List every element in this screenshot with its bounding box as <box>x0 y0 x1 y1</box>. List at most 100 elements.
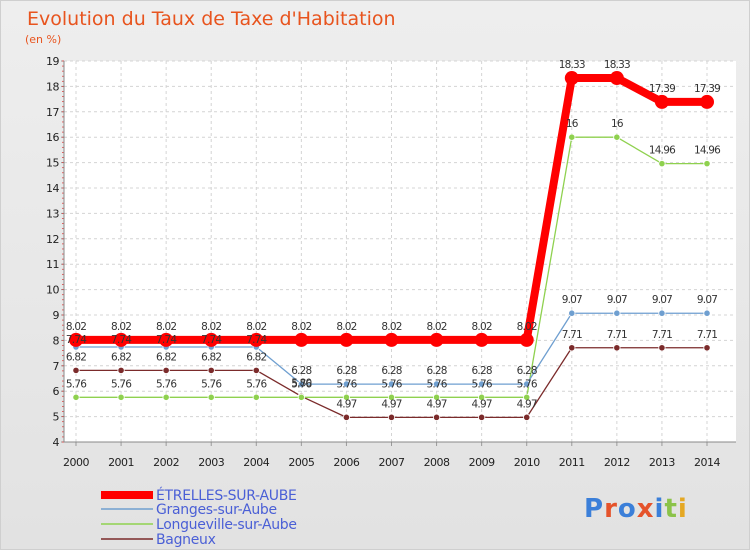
data-point <box>478 380 486 388</box>
y-tick-label: 4 <box>53 436 60 449</box>
data-point <box>654 94 669 109</box>
data-label: 14.96 <box>649 145 676 157</box>
data-label: 9.07 <box>607 294 627 306</box>
data-point <box>69 332 83 347</box>
data-point <box>384 332 399 347</box>
data-label: 16 <box>566 118 579 130</box>
data-label: 18.33 <box>559 59 585 71</box>
data-label: 6.28 <box>517 365 537 377</box>
data-point <box>297 393 305 401</box>
x-tick-label: 2012 <box>604 456 630 469</box>
data-point <box>297 380 305 388</box>
grid <box>64 60 736 443</box>
data-label: 8.02 <box>246 321 266 333</box>
data-point <box>117 366 125 374</box>
data-label: 7.74 <box>66 334 87 346</box>
data-label: 6.28 <box>426 365 446 377</box>
data-label: 7.74 <box>246 334 267 346</box>
data-label: 5.76 <box>517 378 538 390</box>
data-label: 7.71 <box>607 329 627 341</box>
logo-letter: i <box>655 494 665 524</box>
legend-label: Longueville-sur-Aube <box>156 517 297 533</box>
legend-label: ÉTRELLES-SUR-AUBE <box>156 487 297 504</box>
data-point <box>114 332 129 347</box>
data-label: 8.02 <box>472 321 492 333</box>
data-point <box>249 332 264 347</box>
data-label: 7.71 <box>652 329 672 341</box>
data-label: 6.82 <box>111 351 131 363</box>
x-tick-label: 2006 <box>333 456 359 469</box>
data-label: 4.97 <box>426 398 446 410</box>
chart-title: Evolution du Taux de Taxe d'Habitation <box>27 8 396 30</box>
data-point <box>159 332 174 347</box>
y-tick-label: 15 <box>46 157 59 170</box>
data-point <box>387 393 396 401</box>
y-tick-label: 9 <box>53 309 60 322</box>
data-label: 8.02 <box>336 321 356 333</box>
x-tick-label: 2008 <box>424 456 450 469</box>
data-point <box>342 393 351 401</box>
data-label: 8.02 <box>201 321 221 333</box>
data-label: 9.07 <box>562 294 582 306</box>
logo-letter: o <box>618 494 637 524</box>
data-point <box>519 332 534 347</box>
logo-letter: x <box>637 494 655 524</box>
data-label: 8.02 <box>156 321 176 333</box>
data-label: 5.76 <box>472 378 493 390</box>
data-point <box>658 309 666 317</box>
data-label: 5.76 <box>246 378 267 390</box>
y-tick-label: 11 <box>46 258 59 271</box>
data-label: 8.02 <box>426 321 446 333</box>
plot-area <box>64 61 736 442</box>
data-label: 5.80 <box>291 377 311 389</box>
x-tick-label: 2002 <box>153 456 179 469</box>
x-tick-label: 2007 <box>379 456 405 469</box>
data-label: 5.76 <box>336 378 357 390</box>
data-point <box>339 332 354 347</box>
data-label: 6.82 <box>201 351 221 363</box>
data-point <box>568 344 576 352</box>
data-point <box>700 94 714 109</box>
data-point <box>658 344 666 352</box>
y-tick-label: 13 <box>46 207 59 220</box>
data-label: 5.76 <box>426 378 447 390</box>
data-point <box>72 393 80 401</box>
data-point <box>568 133 576 141</box>
data-label: 8.02 <box>381 321 401 333</box>
data-point <box>703 344 711 352</box>
data-point <box>294 332 309 347</box>
data-point <box>72 366 80 374</box>
data-label: 7.74 <box>111 334 132 346</box>
x-tick-label: 2011 <box>559 456 585 469</box>
data-label: 6.28 <box>472 365 492 377</box>
data-label: 8.02 <box>517 321 537 333</box>
series <box>69 71 714 421</box>
data-label: 6.28 <box>381 365 401 377</box>
y-tick-label: 19 <box>46 55 59 68</box>
data-point <box>432 413 441 421</box>
proxiti-logo: Proxiti <box>584 494 688 524</box>
data-label: 5.76 <box>201 378 222 390</box>
data-point <box>609 71 624 86</box>
data-point <box>252 366 260 374</box>
y-tick-label: 6 <box>53 385 60 398</box>
x-tick-label: 2004 <box>243 456 269 469</box>
data-point <box>703 160 711 168</box>
data-point <box>342 380 351 388</box>
data-label: 17.39 <box>649 83 675 95</box>
y-tick-label: 7 <box>53 360 60 373</box>
data-point <box>658 160 666 168</box>
data-label: 7.74 <box>201 334 222 346</box>
data-label: 7.74 <box>156 334 177 346</box>
data-labels: 8.02 8.02 8.02 8.02 8.02 8.02 8.02 8.02 8.02 8.02… <box>66 59 722 410</box>
data-point <box>207 393 215 401</box>
data-point <box>474 332 489 347</box>
data-point <box>432 380 441 388</box>
x-tick-label: 2013 <box>649 456 675 469</box>
data-point <box>564 71 579 86</box>
data-label: 6.82 <box>246 351 266 363</box>
data-label: 4.97 <box>336 398 356 410</box>
x-tick-label: 2014 <box>694 456 720 469</box>
